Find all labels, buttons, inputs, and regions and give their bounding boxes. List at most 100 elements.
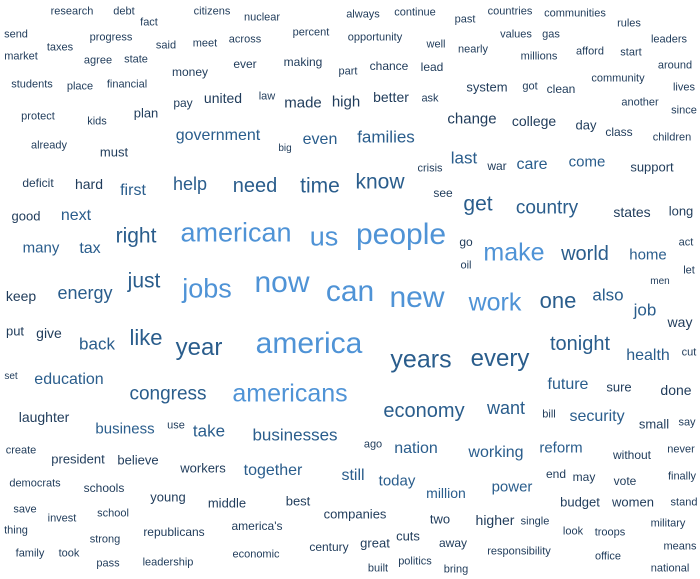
word-world: world <box>561 243 609 265</box>
word-never: never <box>667 443 695 456</box>
word-america: america <box>255 327 363 360</box>
word-education: education <box>34 371 104 388</box>
word-many: many <box>22 239 60 257</box>
word-future: future <box>547 376 589 393</box>
word-finally: finally <box>667 470 697 483</box>
word-start: start <box>620 46 642 59</box>
word-best: best <box>285 493 311 509</box>
word-millions: millions <box>520 50 558 63</box>
word-republicans: republicans <box>143 525 205 539</box>
word-oil: oil <box>460 259 472 272</box>
word-market: market <box>4 50 38 63</box>
word-financial: financial <box>106 78 148 91</box>
word-already: already <box>30 139 68 152</box>
word-higher: higher <box>475 512 515 528</box>
word-go: go <box>459 235 473 249</box>
word-high: high <box>331 93 361 111</box>
word-send: send <box>4 28 28 41</box>
word-responsibility: responsibility <box>487 545 551 558</box>
word-set: set <box>4 371 18 382</box>
word-tax: tax <box>79 240 101 257</box>
word-come: come <box>568 153 606 171</box>
word-get: get <box>463 192 493 216</box>
word-class: class <box>605 125 633 139</box>
word-country: country <box>515 197 579 219</box>
word-end: end <box>545 467 567 481</box>
word-right: right <box>115 224 157 248</box>
word-men: men <box>650 276 670 287</box>
word-students: students <box>11 78 53 91</box>
word-pay: pay <box>173 96 193 110</box>
word-tonight: tonight <box>549 333 611 355</box>
word-million: million <box>426 485 466 501</box>
word-clean: clean <box>546 82 576 96</box>
word-young: young <box>150 489 186 505</box>
word-leaders: leaders <box>650 33 688 46</box>
word-since: since <box>671 104 697 117</box>
word-energy: energy <box>57 283 113 303</box>
word-research: research <box>50 5 94 18</box>
word-last: last <box>450 148 478 168</box>
word-big: big <box>278 143 292 154</box>
word-invest: invest <box>47 512 77 525</box>
word-day: day <box>575 117 597 133</box>
word-see: see <box>433 186 453 200</box>
word-every: every <box>470 345 530 372</box>
word-new: new <box>389 281 445 314</box>
word-leadership: leadership <box>142 556 194 569</box>
word-american: american <box>180 217 292 248</box>
word-first: first <box>120 182 146 199</box>
word-always: always <box>346 8 380 21</box>
word-community: community <box>591 72 645 85</box>
word-means: means <box>663 540 697 553</box>
word-pass: pass <box>96 557 120 570</box>
word-just: just <box>127 269 161 293</box>
word-nuclear: nuclear <box>243 11 281 24</box>
word-believe: believe <box>117 452 159 468</box>
word-women: women <box>612 494 654 510</box>
word-create: create <box>5 444 37 457</box>
word-companies: companies <box>323 506 387 522</box>
word-hard: hard <box>74 176 104 192</box>
word-taxes: taxes <box>46 41 74 54</box>
word-opportunity: opportunity <box>347 31 403 44</box>
word-law: law <box>258 90 276 103</box>
word-like: like <box>129 325 163 350</box>
word-meet: meet <box>192 37 218 50</box>
word-well: well <box>426 38 446 51</box>
word-continue: continue <box>394 6 436 19</box>
word-place: place <box>66 80 94 93</box>
word-state: state <box>124 53 148 66</box>
word-way: way <box>667 314 693 330</box>
word-businesses: businesses <box>252 425 338 445</box>
word-united: united <box>203 90 243 106</box>
word-congress: congress <box>129 383 207 405</box>
word-family: family <box>15 547 45 560</box>
word-small: small <box>638 416 670 432</box>
word-workers: workers <box>180 460 226 476</box>
word-made: made <box>284 94 322 112</box>
word-agree: agree <box>83 54 113 67</box>
word-college: college <box>511 113 557 129</box>
word-money: money <box>171 65 209 79</box>
word-good: good <box>11 208 41 224</box>
word-economic: economic <box>232 548 280 561</box>
word-bring: bring <box>443 563 469 576</box>
word-today: today <box>378 472 416 490</box>
word-ask: ask <box>421 92 439 105</box>
word-school: school <box>97 507 129 520</box>
word-jobs: jobs <box>182 273 232 304</box>
word-back: back <box>79 334 115 354</box>
word-two: two <box>429 511 451 527</box>
word-lives: lives <box>672 81 696 94</box>
word-protect: protect <box>21 110 55 123</box>
word-schools: schools <box>83 481 125 495</box>
word-thing: thing <box>4 524 28 537</box>
word-progress: progress <box>89 31 133 44</box>
word-across: across <box>228 33 262 46</box>
word-together: together <box>243 462 303 479</box>
word-vote: vote <box>613 474 637 488</box>
word-great: great <box>360 535 390 551</box>
word-making: making <box>283 55 323 69</box>
word-let: let <box>683 264 695 277</box>
